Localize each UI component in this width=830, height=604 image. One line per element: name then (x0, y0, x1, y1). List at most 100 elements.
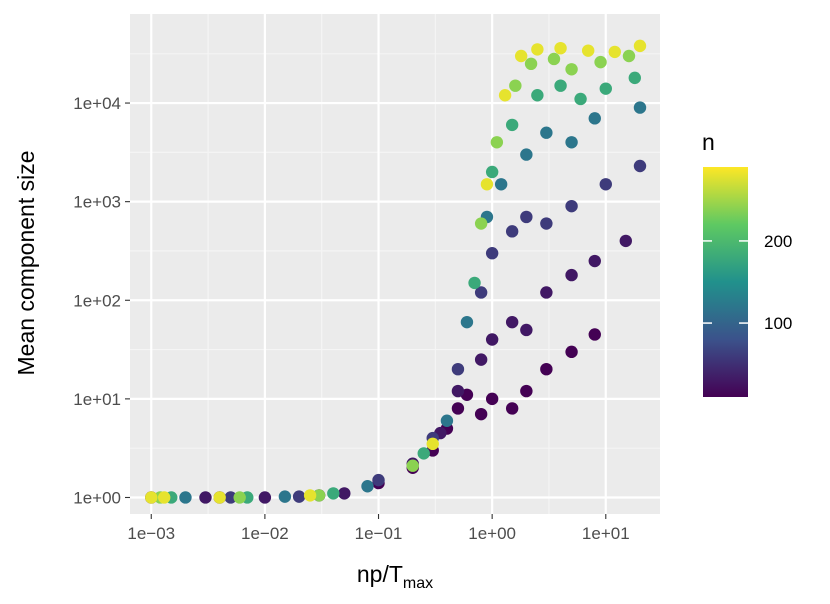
data-point (599, 82, 612, 95)
data-point (520, 148, 533, 161)
data-point (498, 89, 512, 102)
data-point (554, 79, 567, 92)
data-point (547, 52, 561, 66)
data-point (565, 136, 578, 149)
data-point (565, 63, 578, 76)
data-point (494, 178, 508, 191)
data-point (485, 165, 499, 179)
data-point (520, 323, 533, 337)
data-point (179, 491, 192, 504)
legend-break-label: 100 (764, 314, 792, 333)
data-point (565, 268, 578, 282)
data-point (474, 353, 488, 366)
data-point (485, 247, 499, 260)
data-point (474, 407, 488, 421)
data-point (258, 491, 272, 504)
data-point (158, 491, 171, 504)
data-point (292, 490, 306, 503)
data-point (619, 234, 632, 248)
data-point (628, 71, 641, 85)
data-point (622, 49, 636, 63)
data-point (480, 178, 494, 191)
data-point (633, 159, 647, 173)
data-point (505, 118, 519, 132)
data-point (531, 89, 544, 102)
data-point (514, 49, 528, 63)
data-point (505, 315, 519, 329)
x-tick-label: 1e+01 (582, 524, 630, 543)
x-axis-title-subscript: max (403, 575, 433, 592)
x-tick-label: 1e−03 (127, 524, 175, 543)
data-point (303, 489, 317, 502)
data-point (505, 225, 519, 238)
data-point (440, 414, 454, 427)
data-point (460, 315, 474, 329)
data-point (224, 491, 237, 504)
data-point (588, 112, 601, 125)
data-point (490, 136, 504, 149)
data-point (474, 217, 488, 230)
data-point (199, 491, 212, 504)
y-tick-label: 1e+04 (73, 94, 121, 113)
legend-title: n (702, 129, 715, 155)
data-point (372, 473, 385, 487)
legend-break-label: 200 (764, 232, 792, 251)
data-point (540, 362, 553, 376)
data-point (485, 333, 499, 346)
data-point (451, 402, 465, 415)
data-point (509, 79, 522, 92)
data-point (406, 459, 419, 472)
data-point (608, 45, 621, 59)
x-tick-label: 1e−01 (355, 524, 403, 543)
y-axis-ticks: 1e+00 1e+01 1e+02 1e+03 1e+04 (73, 94, 130, 507)
data-point (565, 199, 578, 213)
data-point (520, 384, 533, 398)
data-point (588, 328, 601, 341)
data-point (524, 57, 538, 71)
data-point (588, 254, 601, 268)
data-point (417, 447, 430, 460)
data-point (633, 101, 647, 114)
data-point (485, 392, 499, 406)
data-point (426, 437, 439, 451)
plot-panel (130, 14, 660, 514)
data-point (574, 92, 587, 106)
data-point (540, 126, 553, 139)
data-point (451, 362, 465, 376)
data-point (540, 217, 553, 230)
data-point (233, 491, 246, 504)
data-point (565, 345, 578, 359)
x-axis-ticks: 1e−03 1e−02 1e−01 1e+00 1e+01 (127, 514, 630, 543)
y-tick-label: 1e+03 (73, 193, 121, 212)
data-point (520, 210, 533, 224)
y-tick-label: 1e+01 (73, 390, 121, 409)
data-point (599, 178, 612, 191)
y-axis-title: Mean component size (13, 150, 39, 375)
y-tick-label: 1e+00 (73, 488, 121, 507)
legend-colorbar (703, 167, 748, 397)
data-point (505, 402, 519, 415)
data-point (312, 489, 326, 502)
data-point (338, 487, 351, 500)
data-point (327, 487, 340, 500)
minor-gridlines (130, 14, 660, 514)
data-point (531, 43, 544, 56)
major-gridlines (130, 14, 660, 514)
data-point (468, 276, 481, 290)
data-point (540, 286, 553, 299)
x-tick-label: 1e+00 (468, 524, 516, 543)
data-point (361, 480, 374, 493)
data-point (278, 490, 292, 503)
data-point (451, 384, 465, 398)
data-points (145, 39, 647, 504)
data-point (594, 55, 607, 69)
color-legend: n 100 200 (702, 129, 792, 397)
x-tick-label: 1e−02 (241, 524, 289, 543)
data-point (213, 491, 226, 504)
data-point (145, 491, 158, 504)
data-point (474, 286, 488, 299)
legend-breaks: 100 200 (703, 232, 792, 333)
x-axis-title: np/Tmax (357, 561, 433, 592)
data-point (554, 41, 567, 55)
